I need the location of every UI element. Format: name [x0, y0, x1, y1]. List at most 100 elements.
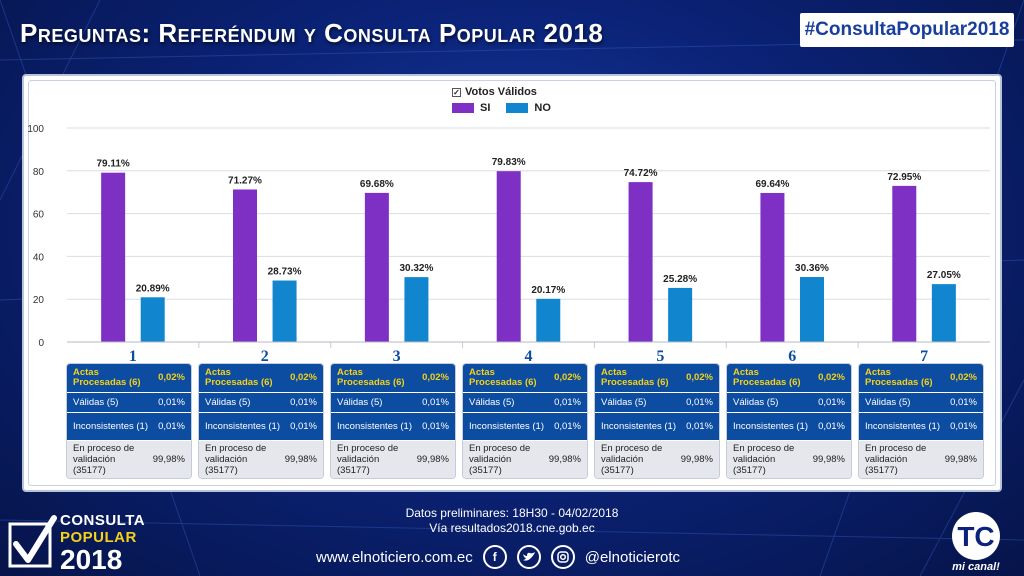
- validas-label: Válidas (5): [337, 396, 383, 408]
- legend-swatch-no: [506, 103, 529, 113]
- inconsistentes-row: Inconsistentes (1) 0,01%: [727, 412, 851, 440]
- actas-procesadas-label: Actas Procesadas (6): [205, 367, 273, 388]
- actas-procesadas-value: 0,02%: [158, 372, 185, 383]
- validas-label: Válidas (5): [469, 396, 515, 408]
- legend-item-si[interactable]: SI: [452, 102, 490, 114]
- inconsistentes-value: 0,01%: [554, 420, 581, 432]
- results-bar-chart: 0 20 40 60 80 100 79.11% 20.89% 1 71.27% 28.73% 2 69…: [27, 124, 990, 365]
- en-proceso-row: En proceso de validación (35177) 99,98%: [331, 440, 455, 478]
- actas-procesadas-row: Actas Procesadas (6) 0,02%: [67, 364, 191, 392]
- legend-title-row[interactable]: ✓ Votos Válidos: [452, 86, 551, 98]
- inconsistentes-row: Inconsistentes (1) 0,01%: [463, 412, 587, 440]
- validas-label: Válidas (5): [733, 396, 779, 408]
- en-proceso-label: En proceso de validación (35177): [337, 443, 399, 476]
- y-tick-label: 80: [33, 167, 45, 178]
- actas-procesadas-value: 0,02%: [950, 372, 977, 383]
- category-label-6: 6: [788, 348, 796, 365]
- validas-value: 0,01%: [422, 396, 449, 408]
- legend-label-si: SI: [480, 102, 491, 114]
- inconsistentes-label: Inconsistentes (1): [205, 420, 280, 432]
- bottom-bar: www.elnoticiero.com.ec f @elnoticierotc: [316, 542, 680, 572]
- inconsistentes-row: Inconsistentes (1) 0,01%: [199, 412, 323, 440]
- twitter-icon[interactable]: [516, 545, 541, 569]
- consulta-popular-logo: CONSULTA POPULAR 2018: [8, 512, 158, 575]
- social-handle[interactable]: @elnoticierotc: [584, 548, 681, 566]
- page-title: Preguntas: Referéndum y Consulta Popular…: [20, 18, 604, 48]
- en-proceso-label: En proceso de validación (35177): [733, 443, 795, 476]
- actas-procesadas-label: Actas Procesadas (6): [865, 367, 933, 388]
- validas-label: Válidas (5): [601, 396, 647, 408]
- validas-label: Válidas (5): [205, 396, 251, 408]
- category-label-5: 5: [656, 348, 664, 365]
- actas-procesadas-label: Actas Procesadas (6): [601, 367, 669, 388]
- y-tick-label: 40: [33, 252, 45, 263]
- ballot-check-icon: [8, 515, 57, 568]
- inconsistentes-label: Inconsistentes (1): [601, 420, 676, 432]
- bar-no-5: [668, 287, 693, 342]
- actas-procesadas-row: Actas Procesadas (6) 0,02%: [859, 364, 983, 392]
- legend-title: Votos Válidos: [465, 86, 537, 98]
- en-proceso-value: 99,98%: [680, 454, 713, 465]
- inconsistentes-value: 0,01%: [950, 420, 977, 432]
- en-proceso-value: 99,98%: [152, 454, 185, 465]
- instagram-icon[interactable]: [550, 545, 575, 569]
- category-label-4: 4: [525, 348, 533, 365]
- en-proceso-label: En proceso de validación (35177): [205, 443, 267, 476]
- inconsistentes-value: 0,01%: [158, 420, 185, 432]
- bar-no-6: [799, 277, 824, 342]
- data-label-no-3: 30.32%: [399, 263, 433, 274]
- validas-value: 0,01%: [158, 396, 185, 408]
- category-label-2: 2: [261, 348, 269, 365]
- en-proceso-value: 99,98%: [284, 454, 317, 465]
- facebook-icon[interactable]: f: [482, 545, 507, 569]
- inconsistentes-value: 0,01%: [422, 420, 449, 432]
- brand-line-2: POPULAR: [60, 529, 137, 546]
- en-proceso-row: En proceso de validación (35177) 99,98%: [859, 440, 983, 478]
- actas-table-1: Actas Procesadas (6) 0,02% Válidas (5) 0,01…: [67, 364, 191, 478]
- en-proceso-value: 99,98%: [548, 454, 581, 465]
- actas-procesadas-value: 0,02%: [818, 372, 845, 383]
- validas-value: 0,01%: [950, 396, 977, 408]
- legend-item-no[interactable]: NO: [506, 102, 551, 114]
- brand-line-3: 2018: [60, 544, 123, 575]
- data-label-si-5: 74.72%: [624, 168, 658, 179]
- actas-procesadas-value: 0,02%: [554, 372, 581, 383]
- actas-table-4: Actas Procesadas (6) 0,02% Válidas (5) 0,01…: [463, 364, 587, 478]
- en-proceso-value: 99,98%: [416, 454, 449, 465]
- category-label-1: 1: [129, 348, 137, 365]
- actas-table-5: Actas Procesadas (6) 0,02% Válidas (5) 0,01…: [595, 364, 719, 478]
- actas-table-2: Actas Procesadas (6) 0,02% Válidas (5) 0,01…: [199, 364, 323, 478]
- bar-si-7: [892, 185, 917, 342]
- actas-table-7: Actas Procesadas (6) 0,02% Válidas (5) 0,01…: [859, 364, 983, 478]
- bar-no-7: [931, 284, 956, 342]
- actas-procesadas-label: Actas Procesadas (6): [733, 367, 801, 388]
- actas-procesadas-row: Actas Procesadas (6) 0,02%: [463, 364, 587, 392]
- category-label-3: 3: [393, 348, 401, 365]
- en-proceso-row: En proceso de validación (35177) 99,98%: [199, 440, 323, 478]
- y-tick-label: 20: [33, 295, 45, 306]
- inconsistentes-value: 0,01%: [290, 420, 317, 432]
- tc-tagline: mi canal!: [952, 561, 1000, 572]
- data-label-si-7: 72.95%: [887, 172, 921, 183]
- actas-procesadas-row: Actas Procesadas (6) 0,02%: [331, 364, 455, 392]
- tc-channel-logo: TC mi canal!: [938, 510, 1016, 573]
- inconsistentes-label: Inconsistentes (1): [469, 420, 544, 432]
- bar-si-5: [628, 182, 653, 342]
- actas-procesadas-value: 0,02%: [290, 372, 317, 383]
- actas-procesadas-row: Actas Procesadas (6) 0,02%: [595, 364, 719, 392]
- en-proceso-label: En proceso de validación (35177): [73, 443, 135, 476]
- footer-source: Vía resultados2018.cne.gob.ec: [429, 521, 595, 535]
- data-label-no-5: 25.28%: [663, 274, 697, 285]
- checkbox-icon[interactable]: ✓: [452, 87, 461, 97]
- inconsistentes-row: Inconsistentes (1) 0,01%: [331, 412, 455, 440]
- website-link[interactable]: www.elnoticiero.com.ec: [316, 548, 473, 566]
- data-label-no-4: 20.17%: [531, 285, 565, 296]
- validas-row: Válidas (5) 0,01%: [463, 392, 587, 412]
- actas-procesadas-value: 0,02%: [422, 372, 449, 383]
- actas-procesadas-value: 0,02%: [686, 372, 713, 383]
- actas-procesadas-label: Actas Procesadas (6): [469, 367, 537, 388]
- actas-procesadas-row: Actas Procesadas (6) 0,02%: [199, 364, 323, 392]
- data-label-si-2: 71.27%: [228, 175, 262, 186]
- validas-label: Válidas (5): [73, 396, 119, 408]
- en-proceso-label: En proceso de validación (35177): [601, 443, 663, 476]
